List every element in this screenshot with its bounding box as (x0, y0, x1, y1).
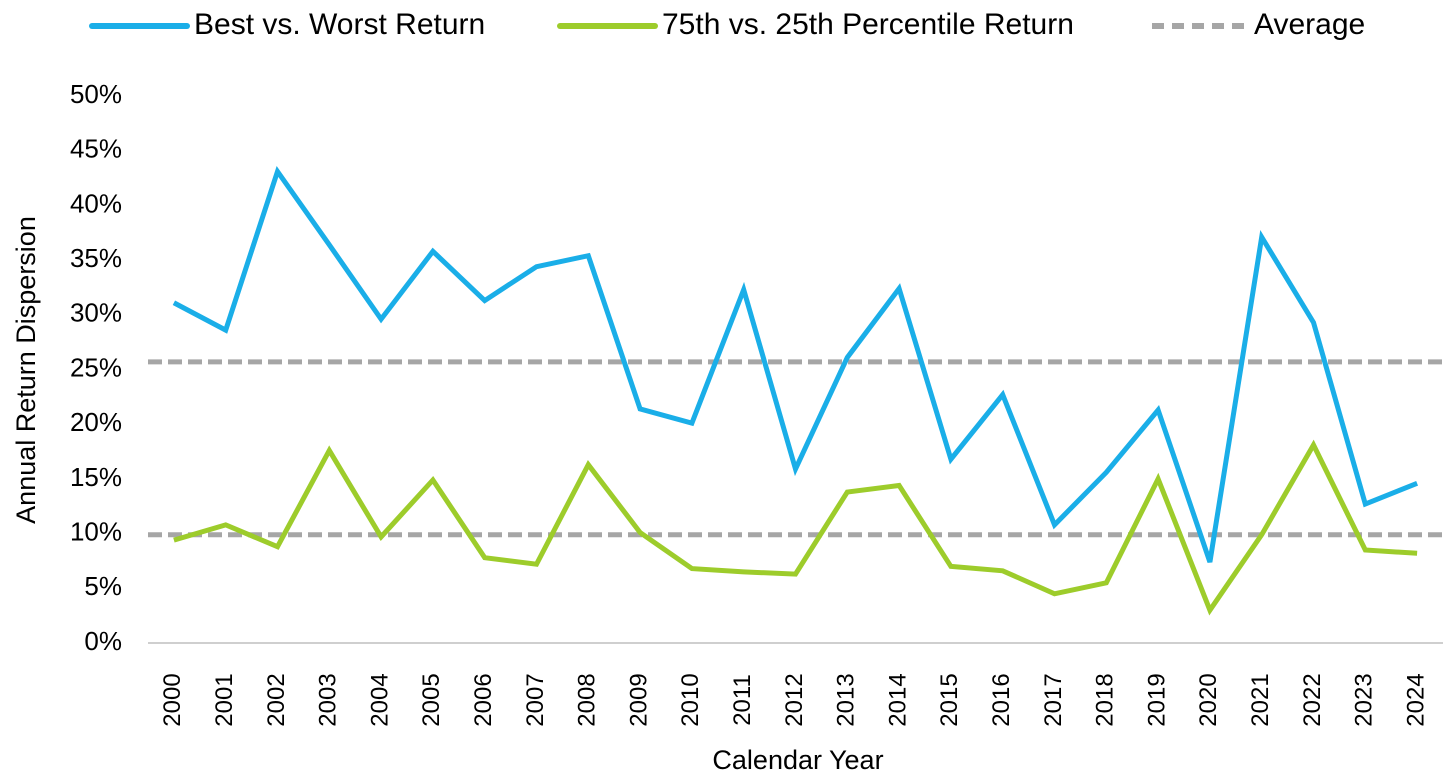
x-tick-label: 2022 (1299, 673, 1326, 726)
x-tick-label: 2013 (833, 673, 860, 726)
y-tick-label: 25% (70, 352, 122, 382)
x-tick-label: 2010 (677, 673, 704, 726)
x-tick-label: 2016 (988, 673, 1015, 726)
legend-label: 75th vs. 25th Percentile Return (662, 8, 1074, 41)
y-tick-label: 50% (70, 79, 122, 109)
legend-label: Average (1254, 8, 1365, 41)
x-tick-label: 2003 (315, 673, 342, 726)
x-tick-label: 2008 (574, 673, 601, 726)
x-tick-label: 2018 (1092, 673, 1119, 726)
x-tick-label: 2014 (884, 673, 911, 726)
y-tick-label: 10% (70, 516, 122, 546)
x-tick-label: 2020 (1195, 673, 1222, 726)
x-tick-label: 2019 (1143, 673, 1170, 726)
y-tick-label: 45% (70, 134, 122, 164)
x-tick-label: 2001 (211, 673, 238, 726)
legend-label: Best vs. Worst Return (194, 8, 485, 41)
x-axis-title: Calendar Year (712, 745, 883, 775)
y-tick-label: 5% (84, 571, 122, 601)
x-tick-label: 2004 (366, 673, 393, 726)
x-tick-label: 2002 (263, 673, 290, 726)
series-line (173, 439, 1418, 616)
y-tick-label: 30% (70, 298, 122, 328)
x-tick-label: 2012 (781, 673, 808, 726)
x-tick-label: 2011 (729, 674, 756, 726)
y-tick-label: 20% (70, 407, 122, 437)
y-tick-label: 35% (70, 243, 122, 273)
x-tick-label: 2005 (418, 673, 445, 726)
y-tick-label: 0% (84, 626, 122, 656)
x-tick-label: 2023 (1351, 673, 1378, 726)
y-tick-label: 15% (70, 462, 122, 492)
x-tick-label: 2006 (470, 673, 497, 726)
x-tick-label: 2000 (159, 673, 186, 726)
series-line (172, 165, 1419, 563)
x-tick-label: 2015 (936, 673, 963, 726)
y-tick-label: 40% (70, 188, 122, 218)
x-tick-label: 2009 (625, 673, 652, 726)
x-tick-label: 2007 (522, 673, 549, 726)
x-tick-label: 2024 (1402, 673, 1429, 726)
y-axis-title: Annual Return Dispersion (11, 216, 41, 524)
x-tick-label: 2021 (1247, 673, 1274, 726)
x-tick-label: 2017 (1040, 673, 1067, 726)
